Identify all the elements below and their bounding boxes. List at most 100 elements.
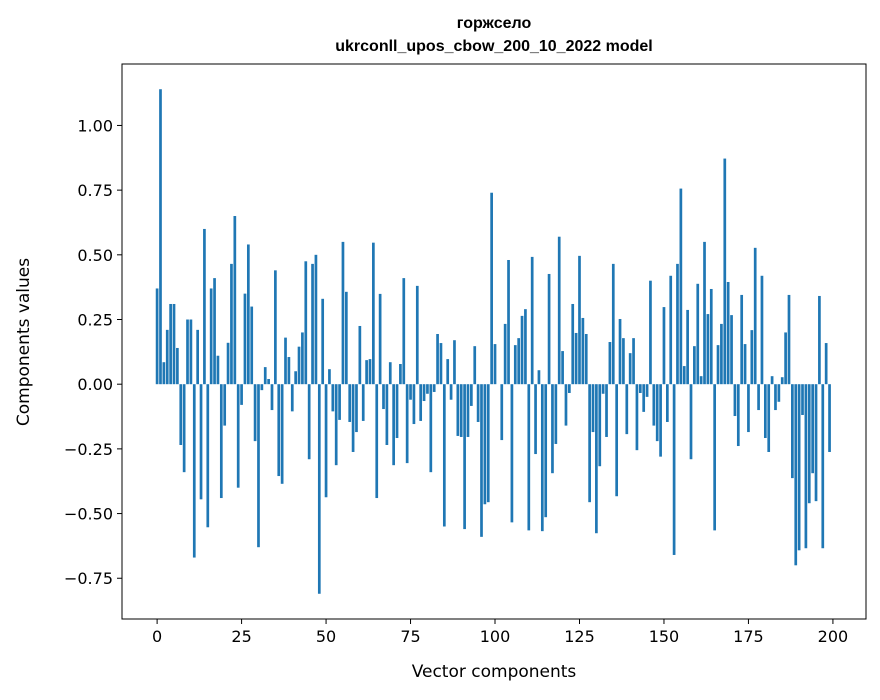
- bar-component-123: [571, 303, 575, 385]
- bar-component-142: [635, 384, 639, 451]
- bar-component-193: [807, 384, 811, 504]
- bar-component-13: [199, 384, 203, 500]
- chart-title-line2: ukrconll_upos_cbow_200_10_2022 model: [335, 38, 652, 55]
- bar-component-39: [287, 357, 291, 385]
- bar-component-29: [253, 384, 257, 442]
- bar-component-74: [405, 384, 409, 464]
- bars-group: [155, 89, 831, 594]
- bar-component-94: [473, 346, 477, 385]
- bar-component-112: [534, 384, 537, 455]
- x-tick-label: 0: [152, 627, 162, 646]
- bar-component-97: [483, 384, 487, 505]
- bar-component-151: [665, 384, 669, 422]
- bar-component-111: [530, 256, 534, 385]
- bar-component-148: [655, 384, 659, 442]
- bar-component-82: [432, 384, 436, 392]
- bar-component-185: [780, 377, 784, 385]
- bar-component-166: [716, 345, 720, 385]
- bar-component-129: [591, 384, 595, 433]
- bar-component-179: [760, 275, 764, 385]
- bar-component-171: [733, 384, 737, 417]
- bar-component-51: [328, 369, 331, 385]
- bar-component-90: [459, 384, 463, 437]
- bar-component-61: [361, 384, 365, 421]
- x-tick-label: 200: [818, 627, 849, 646]
- bar-component-68: [385, 384, 389, 445]
- bar-component-99: [490, 192, 493, 385]
- bar-component-168: [723, 158, 727, 385]
- bar-component-77: [415, 285, 419, 385]
- bar-component-163: [706, 314, 710, 385]
- bar-component-57: [348, 384, 352, 422]
- bar-component-192: [804, 384, 808, 549]
- y-tick-label: 1.00: [77, 116, 113, 135]
- bar-component-183: [774, 384, 777, 411]
- bar-component-32: [263, 367, 267, 385]
- bar-component-35: [274, 270, 277, 385]
- bar-component-105: [510, 384, 514, 523]
- bar-component-140: [628, 353, 632, 385]
- bar-component-125: [578, 255, 581, 385]
- bar-component-119: [557, 236, 561, 385]
- bar-component-52: [331, 384, 335, 412]
- bar-component-22: [230, 263, 233, 385]
- bar-component-189: [794, 384, 798, 566]
- bar-component-93: [470, 384, 473, 406]
- bar-component-86: [446, 359, 450, 385]
- bar-component-102: [500, 384, 504, 441]
- bar-component-162: [703, 241, 706, 385]
- bar-component-5: [172, 303, 176, 385]
- bar-component-84: [439, 343, 443, 385]
- bar-component-46: [311, 263, 314, 385]
- bar-component-104: [507, 259, 510, 385]
- bar-component-37: [280, 384, 284, 484]
- bar-component-48: [317, 384, 321, 594]
- bar-component-137: [618, 318, 622, 385]
- bar-component-158: [689, 384, 693, 460]
- bar-component-63: [368, 359, 372, 385]
- bar-component-72: [399, 364, 402, 385]
- bar-component-146: [649, 280, 652, 385]
- bar-component-141: [632, 338, 635, 385]
- bar-component-83: [436, 333, 439, 385]
- bar-component-33: [267, 379, 270, 385]
- bar-component-54: [338, 384, 341, 420]
- bar-component-121: [564, 384, 568, 426]
- bar-component-18: [216, 355, 220, 385]
- y-tick-label: −0.25: [64, 440, 113, 459]
- x-tick-label: 175: [733, 627, 764, 646]
- bar-component-2: [162, 362, 166, 385]
- bar-component-115: [544, 384, 548, 518]
- bar-component-41: [294, 371, 298, 385]
- bar-component-186: [784, 332, 787, 385]
- y-axis-ticks: −0.75 −0.50 −0.25 0.00 0.25 0.50 0.75 1.00: [64, 116, 122, 588]
- bar-component-70: [392, 384, 395, 466]
- bar-component-156: [682, 366, 686, 385]
- bar-component-15: [206, 384, 210, 528]
- y-tick-label: −0.50: [64, 505, 113, 524]
- bar-component-76: [412, 384, 416, 425]
- bar-component-21: [226, 342, 230, 385]
- bar-component-174: [743, 344, 747, 385]
- bar-component-40: [290, 384, 294, 412]
- bar-component-30: [257, 384, 260, 548]
- bar-component-195: [814, 384, 818, 502]
- bar-component-80: [426, 384, 429, 394]
- y-tick-label: 0.75: [77, 181, 113, 200]
- bar-component-27: [246, 244, 250, 385]
- bar-component-136: [615, 384, 619, 497]
- bar-component-44: [304, 261, 308, 385]
- bar-component-55: [341, 241, 345, 385]
- y-axis-label: Components values: [14, 258, 34, 426]
- bar-component-177: [753, 247, 757, 385]
- bar-component-113: [537, 370, 541, 385]
- bar-component-150: [662, 307, 666, 385]
- bar-component-187: [787, 294, 791, 385]
- bar-component-59: [355, 384, 358, 433]
- bar-component-161: [699, 376, 703, 385]
- x-tick-label: 25: [231, 627, 251, 646]
- bar-component-157: [686, 309, 689, 385]
- y-tick-label: 0.00: [77, 375, 113, 394]
- bar-component-114: [540, 384, 544, 532]
- bar-component-26: [243, 293, 247, 385]
